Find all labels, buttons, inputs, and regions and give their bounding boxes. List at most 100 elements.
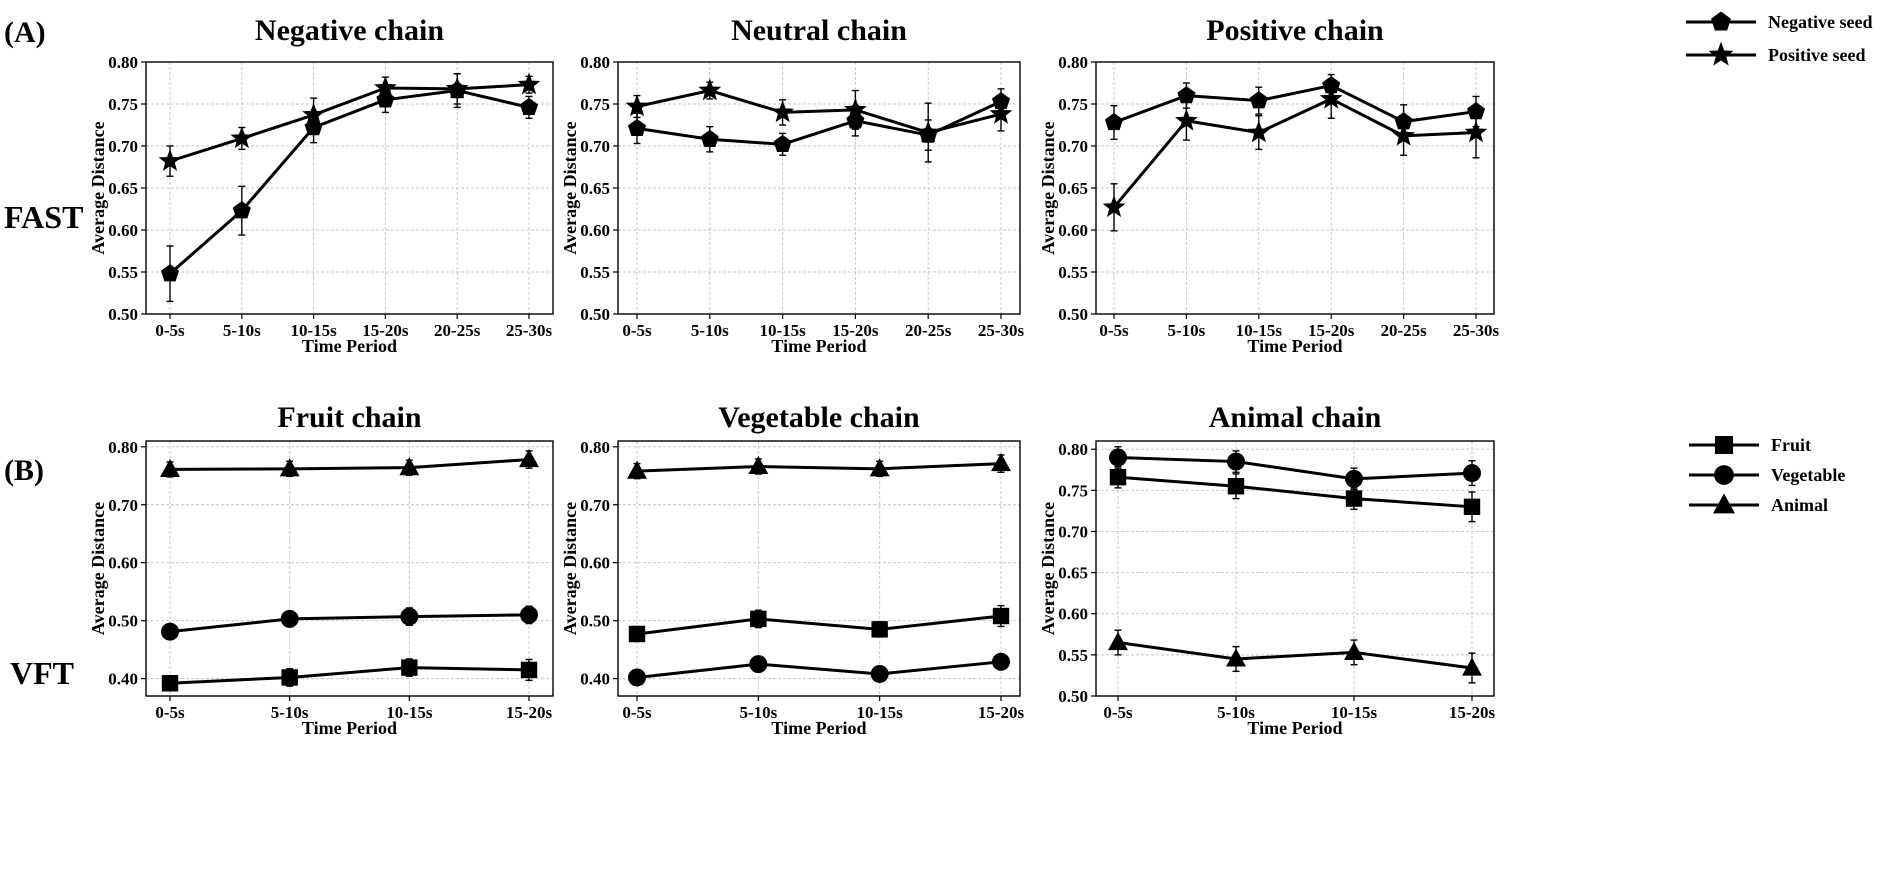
star-legend-marker — [1708, 41, 1734, 66]
y-axis-label: Average Distance — [1038, 502, 1058, 635]
x-tick-label: 15-20s — [978, 703, 1025, 722]
plot-frame — [1095, 440, 1495, 697]
star-marker — [517, 72, 541, 95]
pentagon-marker — [519, 97, 539, 116]
x-axis-label: Time Period — [771, 718, 866, 738]
circle-marker — [520, 605, 538, 624]
triangle-marker — [991, 453, 1011, 472]
star-marker — [698, 78, 722, 101]
plot-frame — [1095, 61, 1495, 315]
x-axis-label: Time Period — [302, 336, 397, 356]
y-tick-label: 0.60 — [580, 221, 610, 240]
chart-title: Neutral chain — [731, 14, 907, 47]
series-fruit — [628, 604, 1010, 643]
star-marker — [843, 97, 867, 120]
legends-layer: Negative seed Positive seed Fruit Vegetable… — [1686, 11, 1872, 515]
series-line — [636, 462, 1002, 473]
series-animal — [1108, 629, 1482, 684]
y-tick-label: 0.55 — [580, 263, 610, 282]
pentagon-marker — [1177, 86, 1196, 104]
y-tick-label: 0.60 — [1058, 605, 1088, 624]
square-marker — [628, 625, 646, 643]
plot-frame — [617, 440, 1021, 697]
y-tick-label: 0.80 — [580, 438, 610, 457]
square-marker — [520, 661, 538, 679]
star-marker — [230, 126, 254, 149]
circle-marker — [992, 652, 1010, 671]
y-tick-label: 0.55 — [108, 263, 138, 282]
y-tick-label: 0.75 — [108, 95, 138, 114]
chart-4: Fruit chain 0.40 0.50 0.60 0.70 0.80 0-5s 5-10s… — [88, 401, 554, 738]
legend-label: Positive seed — [1768, 45, 1865, 65]
series-line — [636, 89, 1002, 135]
charts-layer: Negative chain 0.50 0.55 0.60 0.65 0.70 0.75 0.… — [88, 14, 1500, 738]
triangle-marker — [1462, 657, 1482, 676]
y-tick-label: 0.65 — [580, 179, 610, 198]
square-marker — [750, 610, 767, 628]
y-tick-label: 0.70 — [1058, 137, 1088, 156]
x-tick-label: 0-5s — [155, 703, 185, 722]
triangle-marker — [748, 456, 769, 475]
square-marker — [1227, 478, 1245, 495]
chart-3: Positive chain 0.50 0.55 0.60 0.65 0.70 0.75 0.… — [1038, 14, 1500, 356]
circle-legend-marker — [1714, 465, 1734, 485]
circle-marker — [1345, 469, 1363, 488]
pentagon-legend-marker — [1711, 11, 1731, 31]
series-line — [169, 613, 530, 634]
circle-marker — [870, 664, 889, 683]
series-line — [169, 458, 530, 471]
x-axis-label: Time Period — [1247, 336, 1342, 356]
triangle-marker — [160, 458, 180, 477]
series-positive-seed — [1102, 78, 1488, 232]
chart-title: Positive chain — [1206, 14, 1384, 47]
x-tick-label: 20-25s — [434, 321, 481, 340]
series-line — [636, 660, 1002, 679]
circle-marker — [161, 622, 179, 641]
y-tick-label: 0.55 — [1058, 646, 1088, 665]
star-marker — [625, 94, 649, 117]
chart-1: Negative chain 0.50 0.55 0.60 0.65 0.70 0.75 0.… — [88, 14, 554, 356]
x-tick-label: 25-30s — [978, 321, 1025, 340]
legend-label: Vegetable — [1771, 465, 1845, 485]
series-vegetable — [628, 652, 1010, 687]
y-tick-label: 0.50 — [580, 612, 610, 631]
series-vegetable — [161, 605, 538, 641]
series-positive-seed — [625, 78, 1013, 163]
series-fruit — [161, 658, 538, 692]
chart-title: Animal chain — [1209, 401, 1382, 434]
y-axis-label: Average Distance — [88, 502, 108, 635]
grid — [618, 441, 1020, 696]
x-tick-label: 20-25s — [905, 321, 952, 340]
star-marker — [771, 100, 795, 123]
star-marker — [1247, 120, 1271, 143]
series-negative-seed — [627, 88, 1011, 156]
y-tick-label: 0.55 — [1058, 263, 1088, 282]
star-marker — [1174, 108, 1198, 131]
row-a-label: FAST — [4, 199, 83, 235]
star-marker — [916, 120, 940, 143]
circle-marker — [400, 607, 419, 626]
star-marker — [1464, 120, 1488, 143]
pentagon-marker — [773, 134, 792, 153]
star-marker — [1392, 123, 1416, 146]
legend-label: Fruit — [1771, 435, 1811, 455]
square-marker — [871, 621, 888, 638]
x-tick-label: 10-15s — [857, 703, 904, 722]
square-marker — [992, 607, 1010, 625]
x-tick-label: 0-5s — [1099, 321, 1129, 340]
triangle-marker — [627, 460, 647, 479]
y-tick-label: 0.60 — [580, 554, 610, 573]
series-line — [1113, 83, 1477, 124]
y-tick-label: 0.50 — [1058, 305, 1088, 324]
x-axis-label: Time Period — [302, 718, 397, 738]
pentagon-marker — [700, 129, 719, 147]
y-tick-label: 0.80 — [1058, 440, 1088, 459]
legend-item: Animal — [1689, 493, 1828, 515]
circle-marker — [749, 655, 768, 674]
pentagon-marker — [160, 264, 180, 282]
x-tick-label: 10-15s — [1236, 321, 1283, 340]
triangle-marker — [1108, 632, 1128, 651]
x-axis-label: Time Period — [1247, 718, 1342, 738]
y-tick-label: 0.80 — [580, 53, 610, 72]
star-marker — [989, 102, 1013, 124]
